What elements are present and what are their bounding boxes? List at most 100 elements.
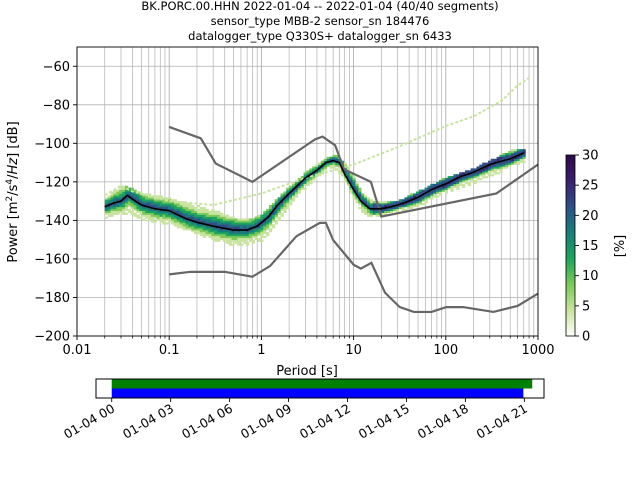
density-cell bbox=[211, 218, 215, 221]
density-cell bbox=[387, 203, 391, 206]
colorbar-tick-label: 20 bbox=[582, 209, 599, 224]
density-cell bbox=[271, 203, 276, 206]
density-cell bbox=[387, 204, 391, 208]
density-cell bbox=[395, 210, 399, 213]
density-cell bbox=[464, 176, 469, 179]
density-cell bbox=[441, 185, 446, 188]
density-cell bbox=[358, 193, 362, 196]
density-cell bbox=[211, 216, 215, 219]
density-cell bbox=[464, 172, 469, 175]
density-cell bbox=[263, 214, 267, 217]
density-cell bbox=[280, 203, 284, 206]
density-cell bbox=[237, 231, 241, 235]
density-cell bbox=[150, 199, 155, 202]
density-cell bbox=[280, 208, 284, 212]
density-cell bbox=[447, 183, 451, 187]
density-cell bbox=[119, 206, 123, 210]
density-cell bbox=[196, 216, 201, 219]
density-cell bbox=[136, 210, 140, 213]
density-cell bbox=[188, 220, 192, 223]
density-cell bbox=[243, 231, 247, 235]
density-cell bbox=[459, 178, 463, 181]
density-cell bbox=[179, 210, 183, 213]
density-cell bbox=[217, 230, 221, 233]
density-cell bbox=[127, 208, 131, 212]
density-cell bbox=[196, 218, 201, 221]
density-cell bbox=[366, 212, 371, 215]
density-cell bbox=[516, 156, 520, 160]
density-cell bbox=[410, 206, 414, 210]
density-cell bbox=[309, 178, 313, 181]
density-cell bbox=[346, 176, 350, 179]
density-cell bbox=[433, 189, 437, 192]
density-cell bbox=[150, 216, 155, 219]
density-cell bbox=[320, 170, 325, 173]
density-cell bbox=[139, 212, 143, 215]
density-cell bbox=[450, 176, 454, 179]
density-cell bbox=[467, 174, 471, 177]
density-cell bbox=[433, 183, 437, 187]
density-cell bbox=[381, 203, 385, 206]
density-cell bbox=[309, 170, 313, 173]
density-cell bbox=[136, 199, 140, 202]
density-cell bbox=[243, 230, 247, 233]
title-line-2: sensor_type MBB-2 sensor_sn 184476 bbox=[211, 14, 430, 28]
density-cell bbox=[168, 218, 172, 221]
density-cell bbox=[485, 176, 489, 179]
density-cell bbox=[277, 199, 281, 202]
colorbar-tick-label: 10 bbox=[582, 269, 599, 284]
density-cell bbox=[516, 152, 520, 156]
density-cell bbox=[436, 181, 440, 185]
time-tick-label: 01-04 03 bbox=[120, 401, 176, 442]
density-cell bbox=[199, 216, 204, 219]
density-cell bbox=[159, 210, 163, 213]
density-cell bbox=[424, 189, 428, 192]
density-cell bbox=[208, 228, 212, 231]
density-cell bbox=[176, 204, 180, 208]
density-cell bbox=[136, 216, 140, 219]
density-cell bbox=[519, 149, 523, 152]
density-cell bbox=[173, 210, 178, 213]
density-cell bbox=[467, 178, 471, 181]
density-cell bbox=[511, 154, 515, 158]
density-cell bbox=[464, 179, 469, 183]
density-cell bbox=[254, 235, 258, 239]
density-cell bbox=[231, 222, 235, 225]
density-cell bbox=[490, 170, 495, 173]
colorbar-tick-label: 5 bbox=[582, 299, 590, 314]
density-cell bbox=[234, 220, 238, 223]
density-cell bbox=[188, 222, 192, 225]
density-cell bbox=[294, 193, 299, 196]
density-cell bbox=[139, 201, 143, 204]
density-cell bbox=[358, 189, 362, 192]
density-cell bbox=[260, 235, 264, 239]
density-cell bbox=[513, 158, 518, 161]
density-cell bbox=[263, 231, 267, 235]
density-cell bbox=[508, 154, 512, 158]
density-cell bbox=[168, 212, 172, 215]
density-cell bbox=[176, 201, 180, 204]
density-cell bbox=[493, 166, 497, 169]
density-cell bbox=[228, 235, 232, 239]
density-cell bbox=[225, 214, 229, 217]
density-cell bbox=[375, 212, 379, 215]
x-tick-label: 1 bbox=[257, 343, 265, 358]
density-cell bbox=[153, 204, 157, 208]
density-cell bbox=[104, 197, 108, 200]
density-cell bbox=[323, 158, 327, 161]
density-cell bbox=[254, 233, 258, 237]
coverage-panel: 01-04 00 01-04 03 01-04 06 01-04 09 01-04 12… bbox=[61, 378, 545, 442]
density-cell bbox=[513, 152, 518, 156]
density-cell bbox=[511, 152, 515, 156]
density-cell bbox=[450, 185, 454, 188]
faint-trace bbox=[104, 76, 530, 206]
density-cell bbox=[358, 191, 362, 194]
density-cell bbox=[453, 176, 457, 179]
density-cell bbox=[240, 237, 244, 240]
density-cell bbox=[450, 181, 454, 185]
density-cell bbox=[462, 185, 466, 188]
density-cell bbox=[522, 151, 526, 154]
density-cell bbox=[243, 237, 247, 240]
density-cell bbox=[297, 178, 301, 181]
density-cell bbox=[470, 178, 474, 181]
